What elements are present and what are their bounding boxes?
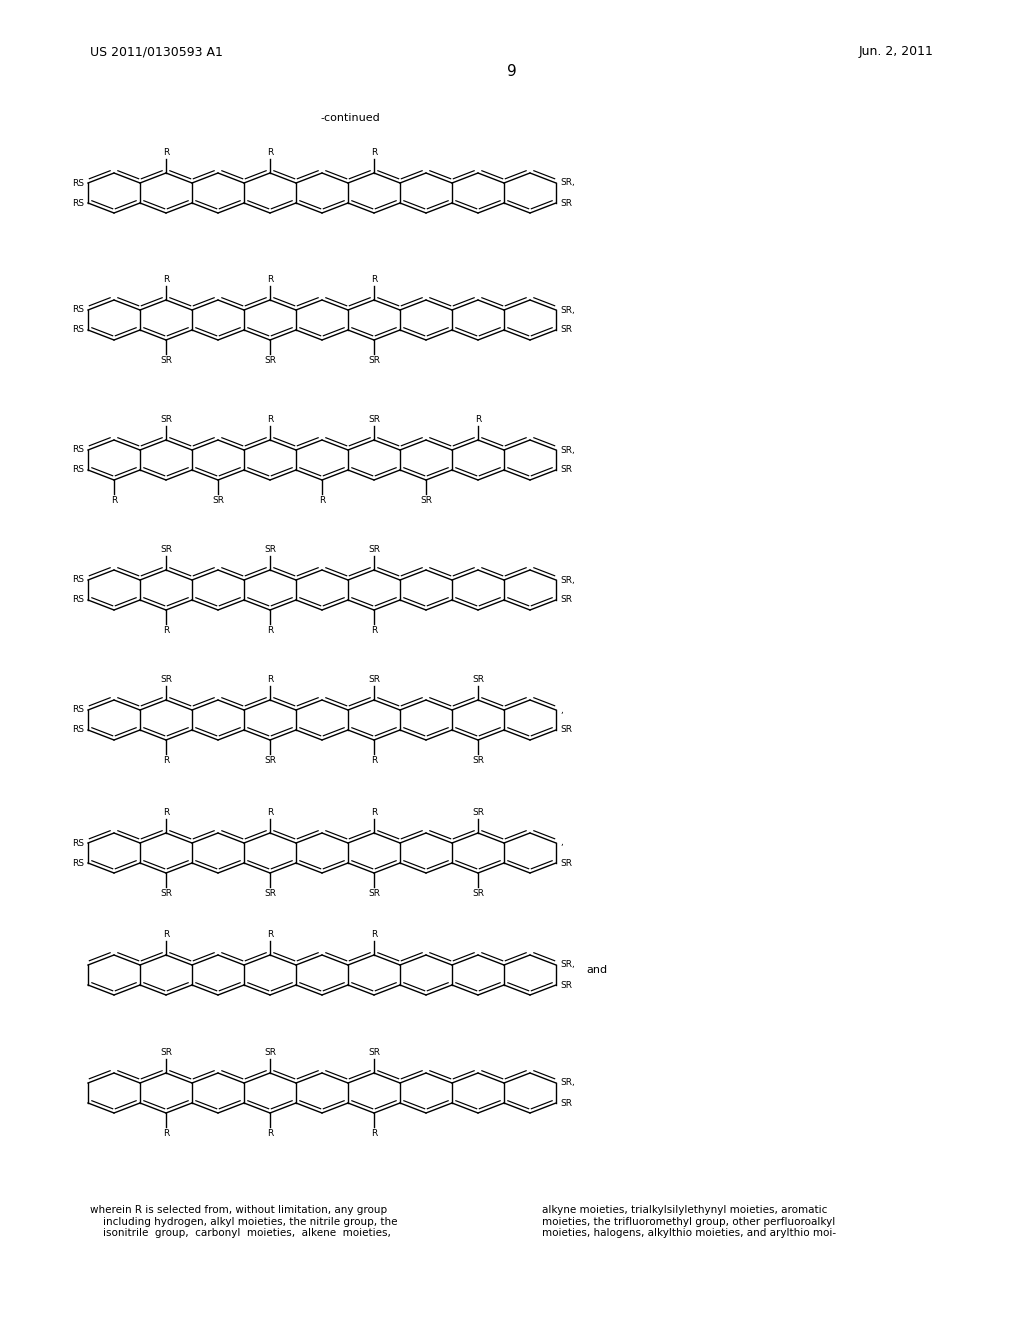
- Text: R: R: [163, 148, 169, 157]
- Text: 9: 9: [507, 65, 517, 79]
- Text: SR: SR: [560, 981, 572, 990]
- Text: R: R: [371, 1129, 377, 1138]
- Text: SR: SR: [160, 414, 172, 424]
- Text: SR,: SR,: [560, 446, 574, 454]
- Text: RS: RS: [72, 858, 84, 867]
- Text: US 2011/0130593 A1: US 2011/0130593 A1: [90, 45, 223, 58]
- Text: R: R: [371, 275, 377, 284]
- Text: alkyne moieties, trialkylsilylethynyl moieties, aromatic
moieties, the trifluoro: alkyne moieties, trialkylsilylethynyl mo…: [542, 1205, 837, 1238]
- Text: RS: RS: [72, 326, 84, 334]
- Text: -continued: -continued: [321, 114, 380, 123]
- Text: SR: SR: [212, 496, 224, 506]
- Text: R: R: [163, 275, 169, 284]
- Text: R: R: [267, 931, 273, 939]
- Text: SR: SR: [160, 1048, 172, 1057]
- Text: R: R: [163, 931, 169, 939]
- Text: SR: SR: [368, 888, 380, 898]
- Text: R: R: [163, 626, 169, 635]
- Text: R: R: [371, 931, 377, 939]
- Text: SR: SR: [264, 356, 276, 366]
- Text: SR: SR: [560, 326, 572, 334]
- Text: SR: SR: [472, 888, 484, 898]
- Text: SR,: SR,: [560, 178, 574, 187]
- Text: RS: RS: [72, 178, 84, 187]
- Text: SR: SR: [472, 756, 484, 766]
- Text: R: R: [475, 414, 481, 424]
- Text: RS: RS: [72, 838, 84, 847]
- Text: wherein R is selected from, without limitation, any group
    including hydrogen: wherein R is selected from, without limi…: [90, 1205, 397, 1238]
- Text: Jun. 2, 2011: Jun. 2, 2011: [859, 45, 934, 58]
- Text: RS: RS: [72, 726, 84, 734]
- Text: R: R: [163, 808, 169, 817]
- Text: SR,: SR,: [560, 1078, 574, 1088]
- Text: RS: RS: [72, 705, 84, 714]
- Text: RS: RS: [72, 305, 84, 314]
- Text: R: R: [267, 675, 273, 684]
- Text: R: R: [267, 414, 273, 424]
- Text: SR,: SR,: [560, 305, 574, 314]
- Text: SR: SR: [160, 356, 172, 366]
- Text: SR: SR: [264, 1048, 276, 1057]
- Text: R: R: [371, 148, 377, 157]
- Text: R: R: [163, 756, 169, 766]
- Text: SR: SR: [560, 858, 572, 867]
- Text: R: R: [318, 496, 326, 506]
- Text: ,: ,: [560, 838, 563, 847]
- Text: SR: SR: [560, 726, 572, 734]
- Text: RS: RS: [72, 595, 84, 605]
- Text: SR: SR: [560, 198, 572, 207]
- Text: SR: SR: [560, 466, 572, 474]
- Text: SR,: SR,: [560, 961, 574, 969]
- Text: SR: SR: [560, 1098, 572, 1107]
- Text: RS: RS: [72, 446, 84, 454]
- Text: R: R: [267, 275, 273, 284]
- Text: R: R: [371, 626, 377, 635]
- Text: RS: RS: [72, 198, 84, 207]
- Text: SR: SR: [472, 808, 484, 817]
- Text: RS: RS: [72, 466, 84, 474]
- Text: SR: SR: [560, 595, 572, 605]
- Text: SR: SR: [472, 675, 484, 684]
- Text: R: R: [371, 756, 377, 766]
- Text: SR: SR: [160, 888, 172, 898]
- Text: SR: SR: [160, 675, 172, 684]
- Text: R: R: [267, 808, 273, 817]
- Text: SR: SR: [264, 888, 276, 898]
- Text: and: and: [586, 965, 607, 975]
- Text: SR,: SR,: [560, 576, 574, 585]
- Text: SR: SR: [264, 756, 276, 766]
- Text: R: R: [163, 1129, 169, 1138]
- Text: R: R: [371, 808, 377, 817]
- Text: SR: SR: [368, 356, 380, 366]
- Text: SR: SR: [160, 545, 172, 554]
- Text: SR: SR: [368, 414, 380, 424]
- Text: SR: SR: [420, 496, 432, 506]
- Text: R: R: [267, 148, 273, 157]
- Text: R: R: [111, 496, 117, 506]
- Text: SR: SR: [264, 545, 276, 554]
- Text: R: R: [267, 1129, 273, 1138]
- Text: ,: ,: [560, 705, 563, 714]
- Text: SR: SR: [368, 675, 380, 684]
- Text: RS: RS: [72, 576, 84, 585]
- Text: SR: SR: [368, 545, 380, 554]
- Text: SR: SR: [368, 1048, 380, 1057]
- Text: R: R: [267, 626, 273, 635]
